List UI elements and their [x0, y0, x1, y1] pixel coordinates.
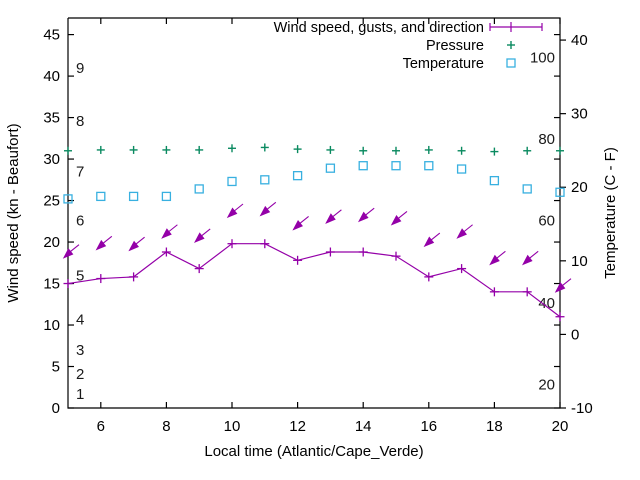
- y-axis-tick-label: 10: [43, 317, 60, 334]
- y-axis-tick-label: 45: [43, 27, 60, 44]
- y-axis-tick-label: 30: [43, 151, 60, 168]
- y-axis-tick-label: 0: [52, 400, 60, 417]
- wind-speed-line: [67, 243, 561, 318]
- wind-direction-arrow: [194, 228, 211, 243]
- y-axis-title: Wind speed (kn - Beaufort): [5, 123, 22, 302]
- beaufort-label: 2: [76, 366, 84, 383]
- x-axis-tick-label: 12: [289, 418, 306, 435]
- temperature-marker: [522, 184, 532, 194]
- y2-axis-tick-label: 20: [571, 179, 588, 196]
- fahrenheit-label: 60: [538, 213, 555, 230]
- temperature-marker: [96, 191, 106, 202]
- y-axis-tick-label: 35: [43, 110, 60, 127]
- beaufort-label: 6: [76, 213, 84, 230]
- y2-axis-title: Temperature (C - F): [602, 147, 619, 279]
- temperature-marker: [292, 171, 303, 181]
- wind-direction-arrow: [128, 236, 145, 252]
- x-axis-tick-label: 16: [420, 418, 437, 435]
- wind-direction-arrow: [62, 244, 80, 259]
- y2-axis-tick-label: 40: [571, 32, 588, 49]
- wind-direction-arrow: [522, 250, 539, 266]
- beaufort-label: 4: [76, 311, 84, 328]
- fahrenheit-label: 100: [530, 49, 555, 66]
- y-axis-tick-label: 5: [52, 359, 60, 376]
- wind-direction-arrow: [358, 207, 375, 223]
- legend-label: Wind speed, gusts, and direction: [274, 20, 484, 36]
- y2-axis-tick-label: -10: [571, 400, 593, 417]
- temperature-marker: [555, 187, 565, 197]
- x-axis-title: Local time (Atlantic/Cape_Verde): [204, 443, 423, 460]
- y-axis-tick-label: 15: [43, 276, 60, 293]
- fahrenheit-label: 80: [538, 131, 555, 148]
- x-axis-tick-label: 20: [552, 418, 569, 435]
- wind-direction-arrow: [161, 224, 178, 239]
- temperature-marker: [489, 175, 500, 186]
- y-axis-tick-label: 40: [43, 68, 60, 85]
- fahrenheit-label: 20: [538, 377, 555, 394]
- wind-direction-arrow: [325, 209, 342, 224]
- wind-direction-arrow: [390, 211, 408, 226]
- x-axis-tick-label: 18: [486, 418, 503, 435]
- legend-label: Temperature: [403, 56, 484, 72]
- temperature-marker: [128, 191, 139, 202]
- beaufort-label: 5: [76, 267, 84, 284]
- y2-axis-tick-label: 10: [571, 253, 588, 270]
- fahrenheit-label: 40: [538, 295, 555, 312]
- wind-direction-arrow: [554, 278, 572, 293]
- x-axis-tick-label: 14: [355, 418, 372, 435]
- legend-marker-temperature: [506, 58, 516, 68]
- wind-direction-arrow: [489, 250, 506, 266]
- y-axis-tick-label: 20: [43, 234, 60, 251]
- temperature-marker: [391, 161, 401, 171]
- temperature-marker: [358, 161, 368, 171]
- wind-direction-arrow: [95, 235, 113, 251]
- beaufort-label: 7: [76, 164, 84, 181]
- beaufort-label: 8: [76, 113, 84, 130]
- temperature-marker: [161, 191, 172, 202]
- beaufort-label: 9: [76, 60, 84, 77]
- temperature-marker: [325, 163, 336, 173]
- x-axis-tick-label: 10: [224, 418, 241, 435]
- wind-direction-arrow: [226, 203, 244, 219]
- legend-label: Pressure: [426, 38, 484, 54]
- y2-axis-tick-label: 30: [571, 106, 588, 123]
- wind-direction-arrow: [456, 224, 473, 239]
- wind-direction-arrow: [423, 232, 441, 248]
- plot-frame: [67, 17, 561, 409]
- temperature-marker: [63, 194, 73, 204]
- temperature-marker: [194, 184, 204, 194]
- beaufort-label: 3: [76, 342, 84, 359]
- temperature-marker: [260, 175, 270, 185]
- wind-direction-arrow: [292, 216, 309, 231]
- wind-direction-arrow: [259, 201, 277, 217]
- temperature-marker: [424, 161, 434, 171]
- temperature-marker: [456, 164, 467, 174]
- y2-axis-tick-label: 0: [571, 326, 579, 343]
- beaufort-label: 1: [76, 386, 84, 403]
- y-axis-tick-label: 25: [43, 193, 60, 210]
- temperature-marker: [227, 176, 237, 187]
- x-axis-tick-label: 8: [162, 418, 170, 435]
- x-axis-tick-label: 6: [97, 418, 105, 435]
